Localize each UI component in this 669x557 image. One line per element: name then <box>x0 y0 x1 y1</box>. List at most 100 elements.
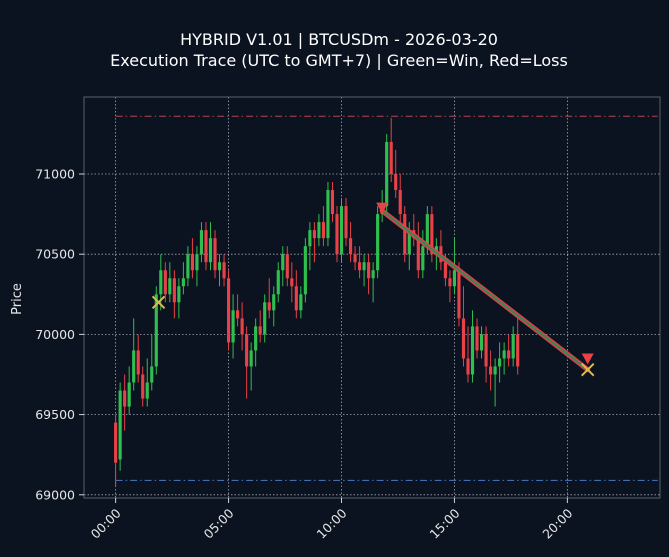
candle-body <box>285 254 289 279</box>
candle-body <box>461 318 466 359</box>
candle-body <box>181 278 185 287</box>
candle-body <box>498 358 502 367</box>
candle-body <box>186 254 190 279</box>
candle-body <box>425 214 429 247</box>
candle-body <box>421 246 425 271</box>
candle-body <box>150 366 154 383</box>
chart-subtitle: Execution Trace (UTC to GMT+7) | Green=W… <box>110 51 568 70</box>
candle-body <box>204 230 208 263</box>
candle-body <box>163 270 167 295</box>
candle-body <box>276 270 280 295</box>
candle-body <box>168 278 172 295</box>
candle-body <box>489 366 493 375</box>
candle-body <box>299 294 303 311</box>
candle-body <box>258 326 262 335</box>
candle-body <box>416 238 420 271</box>
entry-marker <box>376 202 389 214</box>
plot-frame <box>83 96 661 499</box>
candle-body <box>385 141 389 207</box>
candle-body <box>254 326 258 351</box>
candle-body <box>330 190 335 215</box>
candle-body <box>281 254 285 271</box>
candle-body <box>470 326 475 375</box>
candle-body <box>136 350 140 375</box>
entry-marker <box>581 353 594 365</box>
candle-body <box>177 286 181 303</box>
candle-body <box>249 350 253 367</box>
candle-body <box>294 286 298 311</box>
candle-body <box>267 302 271 311</box>
candle-body <box>199 230 204 255</box>
candle-body <box>208 238 213 263</box>
candle-body <box>195 254 199 271</box>
candle-body <box>357 262 362 271</box>
candle-body <box>493 366 497 375</box>
candle-body <box>303 246 307 295</box>
x-marker <box>151 295 166 310</box>
candle-body <box>317 222 321 239</box>
candle-body <box>367 262 371 279</box>
candle-body <box>245 334 249 367</box>
candle-body <box>484 334 488 367</box>
candle-body <box>114 422 118 463</box>
trade-path <box>381 210 589 371</box>
candle-body <box>457 270 461 319</box>
candle-body <box>231 310 235 343</box>
candle-body <box>321 222 326 239</box>
x-marker <box>581 362 595 377</box>
candle-body <box>348 238 353 255</box>
candle-body <box>452 270 457 287</box>
candle-body <box>236 310 240 319</box>
candle-body <box>466 358 470 375</box>
candle-body <box>502 350 506 359</box>
candle-body <box>511 334 515 359</box>
candle-body <box>308 230 312 247</box>
candle-body <box>132 350 136 383</box>
candle-body <box>398 190 402 215</box>
candle-body <box>335 214 339 255</box>
candle-body <box>448 278 452 287</box>
candle-body <box>394 173 398 191</box>
candle-body <box>344 206 348 239</box>
candle-body <box>430 214 434 255</box>
candle-body <box>407 230 411 255</box>
candle-body <box>326 190 330 239</box>
candle-body <box>190 254 195 271</box>
candle-body <box>272 294 276 311</box>
y-tick-label: 69000 <box>35 487 75 502</box>
candle-body <box>376 214 380 271</box>
candle-body <box>290 278 294 287</box>
candle-body <box>217 262 222 271</box>
y-tick-label: 69500 <box>35 407 75 422</box>
candle-body <box>159 270 163 295</box>
candle-body <box>127 382 131 407</box>
candle-body <box>507 350 511 359</box>
candle-body <box>141 374 145 399</box>
y-tick-label: 71000 <box>35 166 75 181</box>
y-tick-label: 70500 <box>35 247 75 262</box>
candle-body <box>226 278 231 343</box>
candle-body <box>475 326 479 351</box>
candle-body <box>353 254 357 263</box>
chart-title: HYBRID V1.01 | BTCUSDm - 2026-03-20 <box>180 30 498 49</box>
candle-body <box>263 302 267 335</box>
candle-body <box>371 270 375 279</box>
candle-body <box>145 382 149 399</box>
candle-body <box>123 390 127 407</box>
candle-body <box>118 390 122 460</box>
candle-body <box>213 238 217 271</box>
candle-body <box>362 262 366 271</box>
candle-body <box>312 230 316 239</box>
y-axis-label: Price <box>10 283 25 315</box>
candle-body <box>240 318 244 335</box>
y-tick-label: 70000 <box>35 327 75 342</box>
candle-body <box>403 214 407 255</box>
candle-body <box>172 278 176 303</box>
candle-body <box>443 262 447 279</box>
candle-body <box>516 334 520 367</box>
candle-body <box>339 206 344 255</box>
candle-body <box>154 294 158 367</box>
candle-body <box>389 141 393 174</box>
